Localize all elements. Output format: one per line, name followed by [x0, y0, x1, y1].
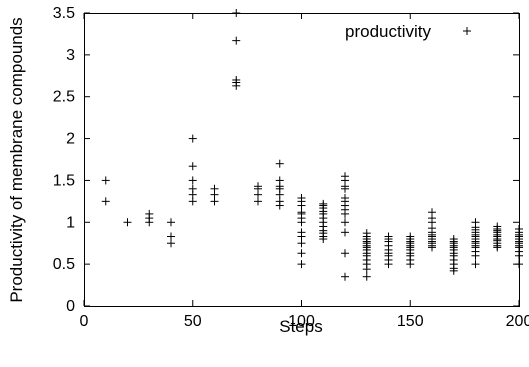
data-point: [297, 260, 306, 269]
data-point: [362, 265, 371, 274]
data-marks: [101, 9, 523, 281]
data-point: [341, 218, 349, 227]
x-tick-label: 150: [397, 313, 424, 330]
data-point: [145, 218, 154, 227]
y-tick-label: 2.5: [53, 89, 75, 106]
data-point: [275, 201, 284, 210]
y-tick-label: 3.5: [53, 5, 75, 22]
data-point: [167, 239, 175, 248]
data-point: [297, 232, 306, 241]
data-point: [210, 197, 219, 206]
data-point: [188, 190, 197, 199]
data-point: [493, 243, 502, 252]
y-tick-label: 0.5: [53, 256, 75, 273]
data-point: [471, 251, 480, 260]
x-tick-label: 100: [288, 313, 315, 330]
data-point: [232, 36, 241, 45]
data-point: [297, 249, 306, 258]
y-tick-label: 2: [66, 131, 75, 148]
data-point: [341, 209, 349, 218]
legend-label-productivity: productivity: [345, 22, 431, 41]
legend-marker-plus-icon: [463, 27, 471, 35]
data-point: [275, 159, 284, 168]
data-point: [449, 266, 458, 275]
y-tick-label: 3: [66, 47, 75, 64]
data-point: [384, 260, 393, 269]
data-point: [341, 249, 349, 258]
data-point: [341, 228, 349, 237]
x-tick-label: 0: [80, 313, 89, 330]
data-point: [232, 81, 241, 90]
data-point: [210, 190, 219, 199]
data-point: [188, 176, 197, 185]
data-point: [167, 232, 175, 241]
y-tick-label: 1: [66, 214, 75, 231]
x-axis-label: Steps: [279, 317, 322, 336]
x-axis-ticks: 0 50 100 150 200: [80, 13, 529, 330]
data-point: [319, 235, 328, 244]
data-point: [254, 190, 262, 199]
data-point: [297, 239, 306, 248]
y-axis-label: Productivity of membrane compounds: [7, 17, 26, 302]
legend: productivity: [345, 22, 471, 41]
data-point: [188, 134, 197, 143]
data-point: [167, 218, 175, 227]
data-point: [428, 243, 436, 252]
data-point: [341, 272, 349, 281]
data-point: [297, 201, 306, 210]
data-point: [188, 162, 197, 171]
data-point: [471, 260, 480, 269]
data-point: [101, 176, 110, 185]
data-point: [123, 218, 132, 227]
y-tick-label: 0: [66, 298, 75, 315]
y-axis-ticks: 0 0.5 1 1.5 2 2.5 3 3.5: [53, 5, 519, 315]
data-point: [362, 272, 371, 281]
data-point: [188, 197, 197, 206]
data-point: [275, 190, 284, 199]
x-tick-label: 50: [184, 313, 202, 330]
data-point: [101, 197, 110, 206]
data-point: [406, 260, 415, 269]
data-point: [254, 197, 262, 206]
x-tick-label: 200: [506, 313, 529, 330]
y-tick-label: 1.5: [53, 172, 75, 189]
data-point: [341, 184, 349, 193]
data-point: [297, 218, 306, 227]
